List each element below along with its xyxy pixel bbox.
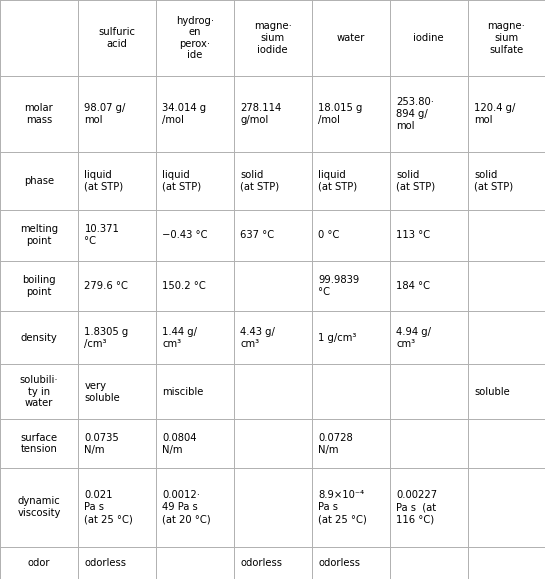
Text: 278.114
g/mol: 278.114 g/mol [240, 103, 282, 125]
Text: hydrog·
en
perox·
ide: hydrog· en perox· ide [176, 16, 214, 60]
Text: liquid
(at STP): liquid (at STP) [318, 170, 358, 192]
Text: melting
point: melting point [20, 224, 58, 246]
Text: 184 °C: 184 °C [396, 281, 430, 291]
Text: 0 °C: 0 °C [318, 230, 340, 240]
Text: odor: odor [28, 558, 50, 568]
Text: liquid
(at STP): liquid (at STP) [162, 170, 202, 192]
Text: 4.94 g/
cm³: 4.94 g/ cm³ [396, 327, 431, 349]
Text: liquid
(at STP): liquid (at STP) [84, 170, 124, 192]
Text: soluble: soluble [474, 387, 510, 397]
Text: phase: phase [24, 176, 54, 186]
Text: 253.80·
894 g/
mol: 253.80· 894 g/ mol [396, 97, 434, 131]
Text: 120.4 g/
mol: 120.4 g/ mol [474, 103, 516, 125]
Text: 18.015 g
/mol: 18.015 g /mol [318, 103, 362, 125]
Text: 99.9839
°C: 99.9839 °C [318, 275, 360, 297]
Text: miscible: miscible [162, 387, 204, 397]
Text: 1 g/cm³: 1 g/cm³ [318, 333, 356, 343]
Text: 113 °C: 113 °C [396, 230, 431, 240]
Text: sulfuric
acid: sulfuric acid [99, 27, 135, 49]
Text: 1.8305 g
/cm³: 1.8305 g /cm³ [84, 327, 129, 349]
Text: iodine: iodine [413, 33, 444, 43]
Text: solid
(at STP): solid (at STP) [396, 170, 435, 192]
Text: magne·
sium
iodide: magne· sium iodide [254, 21, 292, 54]
Text: solid
(at STP): solid (at STP) [240, 170, 280, 192]
Text: odorless: odorless [84, 558, 126, 568]
Text: 98.07 g/
mol: 98.07 g/ mol [84, 103, 126, 125]
Text: 0.0804
N/m: 0.0804 N/m [162, 433, 197, 455]
Text: 637 °C: 637 °C [240, 230, 275, 240]
Text: very
soluble: very soluble [84, 381, 120, 403]
Text: 0.021
Pa s
(at 25 °C): 0.021 Pa s (at 25 °C) [84, 490, 133, 524]
Text: solid
(at STP): solid (at STP) [474, 170, 513, 192]
Text: −0.43 °C: −0.43 °C [162, 230, 208, 240]
Text: solubili·
ty in
water: solubili· ty in water [20, 375, 58, 408]
Text: magne·
sium
sulfate: magne· sium sulfate [487, 21, 525, 54]
Text: 0.0728
N/m: 0.0728 N/m [318, 433, 353, 455]
Text: surface
tension: surface tension [20, 433, 58, 455]
Text: density: density [21, 333, 57, 343]
Text: 0.0735
N/m: 0.0735 N/m [84, 433, 119, 455]
Text: 8.9×10⁻⁴
Pa s
(at 25 °C): 8.9×10⁻⁴ Pa s (at 25 °C) [318, 490, 367, 524]
Text: 10.371
°C: 10.371 °C [84, 224, 119, 246]
Text: odorless: odorless [240, 558, 282, 568]
Text: molar
mass: molar mass [25, 103, 53, 124]
Text: 0.00227
Pa s  (at
116 °C): 0.00227 Pa s (at 116 °C) [396, 490, 437, 524]
Text: dynamic
viscosity: dynamic viscosity [17, 496, 60, 518]
Text: 0.0012·
49 Pa s
(at 20 °C): 0.0012· 49 Pa s (at 20 °C) [162, 490, 211, 524]
Text: 150.2 °C: 150.2 °C [162, 281, 206, 291]
Text: water: water [336, 33, 365, 43]
Text: 4.43 g/
cm³: 4.43 g/ cm³ [240, 327, 275, 349]
Text: odorless: odorless [318, 558, 360, 568]
Text: 279.6 °C: 279.6 °C [84, 281, 129, 291]
Text: 34.014 g
/mol: 34.014 g /mol [162, 103, 207, 125]
Text: boiling
point: boiling point [22, 275, 56, 297]
Text: 1.44 g/
cm³: 1.44 g/ cm³ [162, 327, 197, 349]
